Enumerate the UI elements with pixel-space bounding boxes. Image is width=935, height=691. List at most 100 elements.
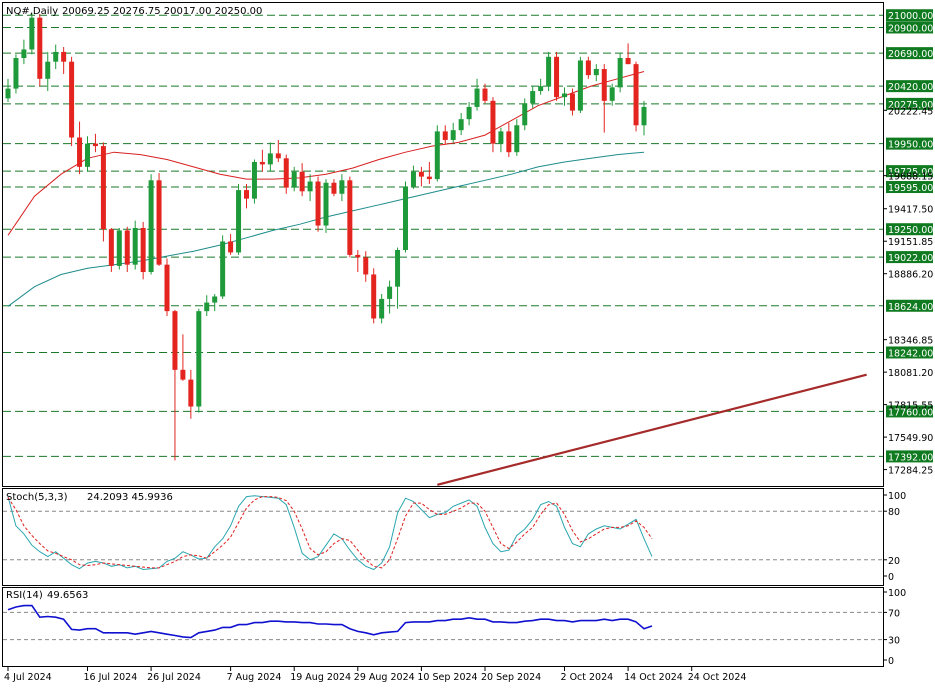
candle[interactable] xyxy=(331,179,337,197)
candle[interactable] xyxy=(299,163,305,197)
candle[interactable] xyxy=(140,221,146,280)
candle[interactable] xyxy=(188,369,194,419)
candle[interactable] xyxy=(609,83,615,106)
candle[interactable] xyxy=(116,227,122,270)
stochastic-panel: 100 80 20 0 xyxy=(3,491,906,583)
candle[interactable] xyxy=(156,172,162,266)
candle-body xyxy=(347,180,353,255)
candle[interactable] xyxy=(633,61,639,132)
candle[interactable] xyxy=(164,258,170,317)
candle[interactable] xyxy=(204,295,210,317)
candle-body xyxy=(387,286,393,299)
candle[interactable] xyxy=(347,176,353,258)
candle[interactable] xyxy=(172,309,178,461)
candle[interactable] xyxy=(236,183,242,255)
candle[interactable] xyxy=(244,183,249,209)
candle[interactable] xyxy=(625,43,631,65)
candle[interactable] xyxy=(410,165,416,189)
candle[interactable] xyxy=(228,234,234,255)
candle[interactable] xyxy=(220,235,226,299)
candle[interactable] xyxy=(259,149,265,172)
candle[interactable] xyxy=(562,87,567,106)
candle[interactable] xyxy=(283,154,289,194)
candle[interactable] xyxy=(577,56,583,114)
candle[interactable] xyxy=(53,44,59,70)
candle[interactable] xyxy=(538,78,544,95)
candle[interactable] xyxy=(21,39,27,65)
candle[interactable] xyxy=(124,226,130,273)
candle[interactable] xyxy=(315,176,321,232)
candle[interactable] xyxy=(474,78,480,111)
candle[interactable] xyxy=(434,125,440,182)
time-label: 29 Aug 2024 xyxy=(354,672,415,683)
candle[interactable] xyxy=(180,334,186,381)
candle[interactable] xyxy=(92,133,98,153)
candle[interactable] xyxy=(13,54,19,94)
candle[interactable] xyxy=(466,102,472,126)
candle[interactable] xyxy=(339,174,345,202)
candle[interactable] xyxy=(196,308,202,413)
candle[interactable] xyxy=(371,268,377,324)
level-label-box xyxy=(886,450,933,463)
candle[interactable] xyxy=(403,181,408,253)
candle[interactable] xyxy=(69,56,75,147)
candle[interactable] xyxy=(379,294,385,324)
candle[interactable] xyxy=(77,121,83,175)
candle[interactable] xyxy=(418,166,424,187)
candle[interactable] xyxy=(585,56,591,79)
candle[interactable] xyxy=(395,247,401,309)
candle-body xyxy=(21,49,27,59)
candle-body xyxy=(156,180,162,265)
candle-body xyxy=(522,103,528,126)
candle[interactable] xyxy=(498,127,504,153)
candle[interactable] xyxy=(601,64,607,133)
candle[interactable] xyxy=(387,280,393,314)
candle[interactable] xyxy=(617,53,623,93)
candle-body xyxy=(13,58,19,89)
candle[interactable] xyxy=(275,139,281,162)
candle[interactable] xyxy=(593,64,599,82)
candle[interactable] xyxy=(45,51,51,92)
candle[interactable] xyxy=(514,119,520,156)
candle[interactable] xyxy=(363,251,369,282)
candle[interactable] xyxy=(61,47,67,74)
candle[interactable] xyxy=(307,174,313,202)
candle[interactable] xyxy=(251,159,257,204)
candle[interactable] xyxy=(442,125,448,145)
candle[interactable] xyxy=(108,227,114,273)
candle[interactable] xyxy=(458,113,464,136)
candle[interactable] xyxy=(554,51,560,101)
time-label: 2 Oct 2024 xyxy=(561,672,614,683)
candle[interactable] xyxy=(490,97,496,153)
candle[interactable] xyxy=(641,100,647,136)
candle[interactable] xyxy=(132,220,138,270)
candle[interactable] xyxy=(426,161,432,184)
level-label: 20420.00 xyxy=(888,82,933,93)
candle[interactable] xyxy=(546,51,552,92)
candle[interactable] xyxy=(506,122,512,158)
candle[interactable] xyxy=(530,86,536,109)
candle-body xyxy=(530,91,536,104)
candle[interactable] xyxy=(522,98,528,131)
candle[interactable] xyxy=(355,250,361,273)
candle-body xyxy=(164,264,170,312)
level-label-box xyxy=(886,97,933,110)
candle[interactable] xyxy=(569,88,575,116)
candle-body xyxy=(77,137,83,167)
candle[interactable] xyxy=(450,122,456,143)
candle[interactable] xyxy=(482,83,488,104)
candle[interactable] xyxy=(37,14,43,87)
candle[interactable] xyxy=(267,142,273,172)
candle[interactable] xyxy=(5,78,11,103)
candle[interactable] xyxy=(85,136,90,172)
candle[interactable] xyxy=(212,294,218,312)
rsi-title: RSI(14) xyxy=(6,590,43,601)
candle[interactable] xyxy=(323,179,329,233)
candle[interactable] xyxy=(148,174,154,275)
candle[interactable] xyxy=(291,166,297,192)
candle[interactable] xyxy=(29,12,35,55)
rsi-panel-frame xyxy=(2,587,884,667)
candle[interactable] xyxy=(100,142,106,242)
